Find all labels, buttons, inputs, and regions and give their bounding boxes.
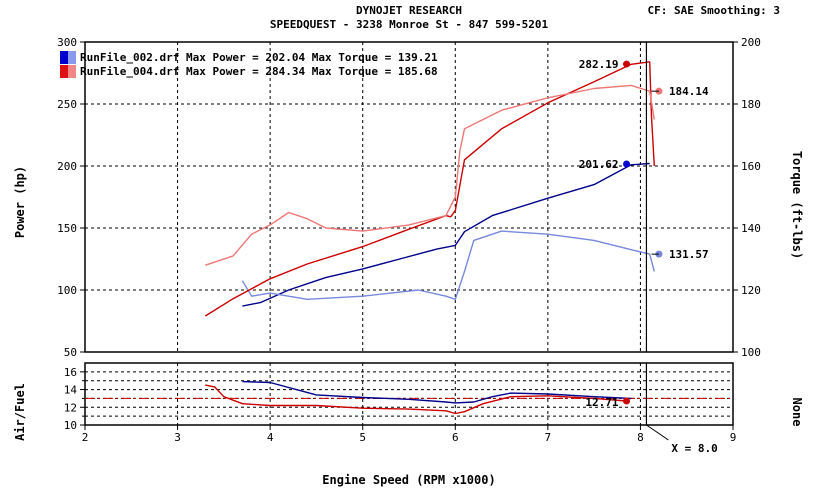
series-line-runfile-002-torque: [241, 230, 655, 300]
y-tick-label: 150: [57, 222, 77, 235]
y2-tick-label: 160: [741, 160, 761, 173]
y-axis-label-power: Power (hp): [13, 166, 27, 238]
y2-tick-label: 140: [741, 222, 761, 235]
y-tick-label: 300: [57, 36, 77, 49]
legend: RunFile_002.drf Max Power = 202.04 Max T…: [60, 51, 438, 78]
x-tick-label: 9: [730, 431, 737, 444]
x-tick-label: 7: [545, 431, 552, 444]
legend-swatch-run1-light: [68, 51, 76, 64]
lower-plot-frame: [84, 362, 734, 426]
cursor-leader: [646, 424, 669, 441]
annotation-label: 201.62: [579, 158, 619, 171]
y-tick-label: 200: [57, 160, 77, 173]
y-tick-label: 50: [64, 346, 77, 359]
legend-entry-run1: RunFile_002.drf Max Power = 202.04 Max T…: [80, 51, 438, 64]
y-tick-label: 100: [57, 284, 77, 297]
y2-tick-label: 100: [741, 346, 761, 359]
afr-tick-label: 12: [64, 401, 77, 414]
header-settings: CF: SAE Smoothing: 3: [648, 4, 780, 17]
annotation-label: 184.14: [669, 85, 709, 98]
header-subtitle: SPEEDQUEST - 3238 Monroe St - 847 599-52…: [270, 18, 549, 31]
x-tick-label: 3: [174, 431, 181, 444]
x-axis-label: Engine Speed (RPM x1000): [322, 473, 495, 487]
upper-plot-frame: [84, 41, 734, 353]
y2-tick-label: 200: [741, 36, 761, 49]
y2-axis-label-torque: Torque (ft-lbs): [790, 151, 804, 259]
y2-tick-label: 120: [741, 284, 761, 297]
y2-tick-label: 180: [741, 98, 761, 111]
annotation-marker: [623, 397, 631, 405]
annotation-label: 131.57: [669, 248, 709, 261]
power-torque-plot: 282.19 201.62 184.14 131.57 50 100 150 200 250 3…: [57, 36, 761, 359]
series-line-runfile-004-torque: [205, 84, 655, 266]
annotation-label: 282.19: [579, 58, 619, 71]
y-tick-label: 250: [57, 98, 77, 111]
series-line-runfile-004-a-f: [205, 384, 627, 415]
afr-tick-label: 10: [64, 419, 77, 432]
air-fuel-plot: 12.71 10 12 14 16: [64, 362, 734, 432]
y-axis-label-airfuel: Air/Fuel: [13, 383, 27, 441]
afr-tick-label: 16: [64, 366, 77, 379]
series-line-runfile-002-power: [242, 162, 650, 307]
x-tick-label: 6: [452, 431, 459, 444]
x-tick-label: 2: [82, 431, 89, 444]
afr-tick-label: 14: [64, 384, 78, 397]
legend-swatch-run2-light: [68, 65, 76, 78]
header-title: DYNOJET RESEARCH: [356, 4, 462, 17]
x-tick-label: 5: [359, 431, 366, 444]
annotation-marker: [623, 60, 631, 68]
annotation-label: 12.71: [585, 396, 618, 409]
y2-axis-label-none: None: [790, 398, 804, 427]
cursor-label: X = 8.0: [671, 442, 717, 455]
legend-entry-run2: RunFile_004.drf Max Power = 284.34 Max T…: [80, 65, 438, 78]
series-line-runfile-002-a-f: [242, 380, 632, 404]
series-line-runfile-004-power: [204, 61, 655, 317]
x-tick-label: 4: [267, 431, 274, 444]
annotation-marker: [623, 160, 631, 168]
x-tick-label: 8: [637, 431, 644, 444]
